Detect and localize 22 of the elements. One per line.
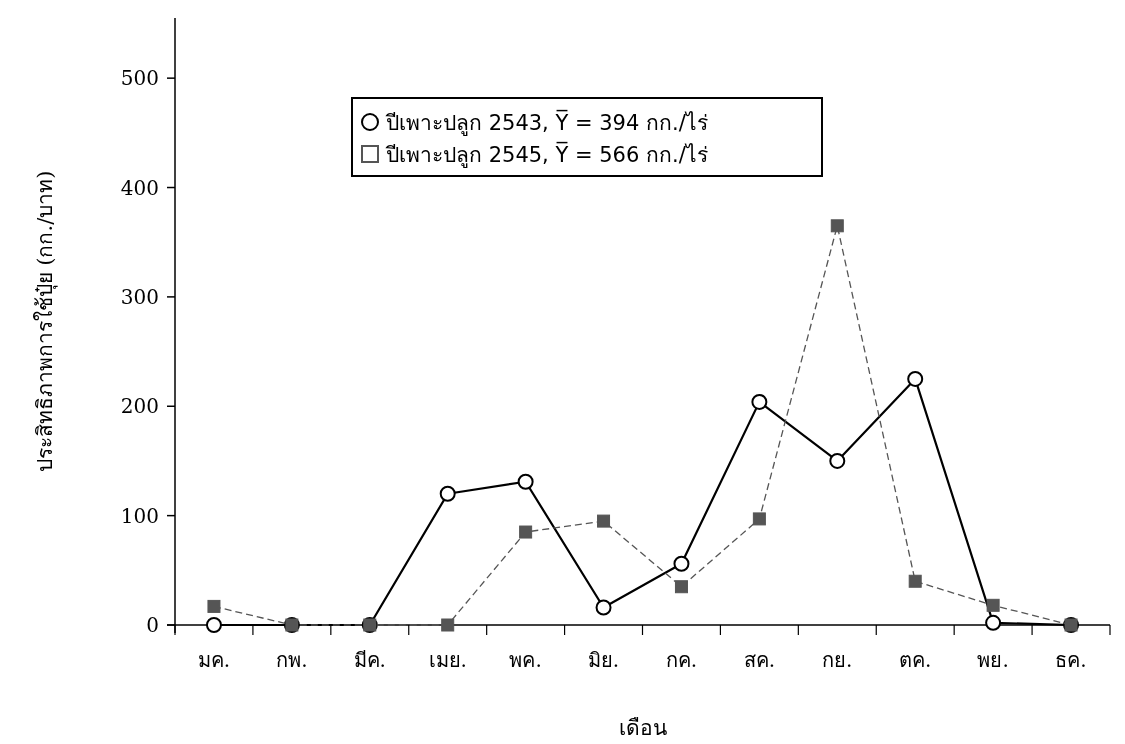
y-tick-label: 100 <box>120 503 159 528</box>
x-tick-label: ธค. <box>1055 648 1087 672</box>
x-tick-label: กพ. <box>276 648 308 672</box>
x-tick-label: ตค. <box>899 648 932 672</box>
y-tick-label: 300 <box>120 284 159 309</box>
x-tick-label: มิย. <box>587 648 620 672</box>
y-tick-label: 400 <box>120 175 159 200</box>
y-tick-label: 0 <box>146 613 159 637</box>
legend-label: ปีเพาะปลูก 2543, Y̅ = 394 กก./ไร่ <box>385 109 708 136</box>
y-tick-label: 500 <box>120 66 159 91</box>
x-axis-title: เดือน <box>618 716 667 740</box>
x-tick-label: พค. <box>509 648 542 672</box>
legend-label: ปีเพาะปลูก 2545, Y̅ = 566 กก./ไร่ <box>385 141 708 168</box>
y-axis-title: ประสิทธิภาพการใช้ปุ๋ย (กก./บาท) <box>33 170 58 473</box>
x-tick-label: กค. <box>665 648 698 672</box>
y-tick-label: 200 <box>120 394 159 419</box>
x-tick-label: มีค. <box>353 648 386 672</box>
x-tick-label: พย. <box>977 648 1009 672</box>
x-tick-label: สค. <box>743 648 776 672</box>
x-tick-label: กย. <box>822 648 853 672</box>
x-tick-label: เมย. <box>428 648 467 672</box>
x-tick-label: มค. <box>197 648 231 672</box>
